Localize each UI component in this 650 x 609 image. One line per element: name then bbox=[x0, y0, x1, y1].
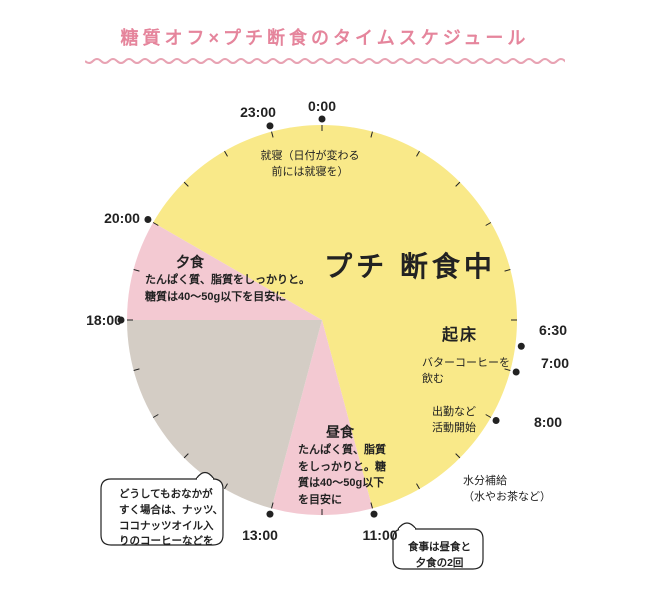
fasting-big-label: プチ 断食中 bbox=[324, 245, 496, 285]
lunch-title: 昼食 bbox=[326, 422, 354, 442]
tick-label: 0:00 bbox=[308, 98, 336, 114]
dinner-desc: たんぱく質、脂質をしっかりと。 糖質は40〜50g以下を目安に bbox=[145, 272, 310, 305]
activity-desc: 出勤など 活動開始 bbox=[432, 405, 476, 437]
tick-label: 8:00 bbox=[534, 414, 562, 430]
tick-label: 7:00 bbox=[541, 355, 569, 371]
clock-stage: プチ 断食中 就寝（日付が変わる 前には就寝を） 夕食 たんぱく質、脂質をしっか… bbox=[0, 0, 650, 604]
tick-dot bbox=[144, 216, 151, 223]
tick-dot bbox=[319, 116, 326, 123]
dinner-title: 夕食 bbox=[176, 252, 204, 272]
tick-dot bbox=[371, 511, 378, 518]
tick-label: 20:00 bbox=[104, 210, 140, 226]
tick-dot bbox=[513, 369, 520, 376]
tick-dot bbox=[518, 343, 525, 350]
bubble-left-text: どうしてもおなかが すく場合は、ナッツ、 ココナッツオイル入 りのコーヒーなどを bbox=[119, 487, 223, 550]
tick-label: 23:00 bbox=[240, 104, 276, 120]
tick-label: 11:00 bbox=[362, 527, 397, 543]
lunch-desc: たんぱく質、脂質 をしっかりと。糖 質は40〜50g以下 を目安に bbox=[298, 442, 386, 508]
bubble-right-text: 食事は昼食と 夕食の2回 bbox=[408, 540, 471, 572]
sleep-desc: 就寝（日付が変わる 前には就寝を） bbox=[261, 149, 360, 181]
clock-svg bbox=[0, 0, 650, 604]
tick-label: 13:00 bbox=[242, 527, 278, 543]
tick-label: 18:00 bbox=[86, 312, 122, 328]
rise-title: 起床 bbox=[442, 321, 478, 345]
water-desc: 水分補給 （水やお茶など） bbox=[463, 474, 551, 506]
tick-dot bbox=[266, 511, 273, 518]
rise-desc: バターコーヒーを 飲む bbox=[422, 356, 510, 388]
tick-dot bbox=[493, 417, 500, 424]
tick-dot bbox=[266, 122, 273, 129]
tick-label: 6:30 bbox=[539, 322, 567, 338]
